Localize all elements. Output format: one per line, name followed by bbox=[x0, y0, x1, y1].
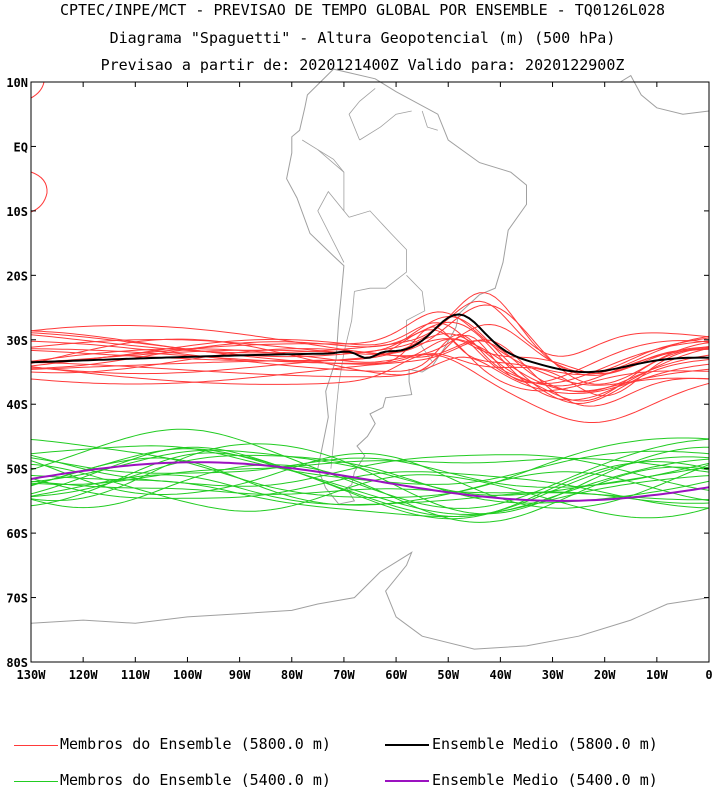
legend-label-member-5400: Membros do Ensemble (5400.0 m) bbox=[60, 771, 331, 789]
country-border bbox=[348, 88, 376, 141]
country-border bbox=[317, 190, 345, 263]
lat-tick-label: 10S bbox=[6, 205, 28, 219]
lon-tick-label: 70W bbox=[333, 668, 355, 682]
map-frame bbox=[30, 81, 710, 663]
country-border bbox=[317, 149, 345, 173]
lon-tick-label: 80W bbox=[281, 668, 303, 682]
country-border bbox=[406, 275, 426, 340]
lon-tick-label: 30W bbox=[542, 668, 564, 682]
member-5400-contour bbox=[30, 471, 710, 509]
member-5400-contour bbox=[30, 452, 710, 520]
mean-5400-contour bbox=[30, 461, 710, 502]
member-5400-contour bbox=[30, 453, 710, 509]
member-5400-contour bbox=[30, 457, 710, 506]
member-5400-contour bbox=[30, 457, 710, 486]
member-5400-contour bbox=[30, 474, 710, 518]
title-line-2: Diagrama "Spaguetti" - Altura Geopotenci… bbox=[109, 29, 616, 47]
member-5800-contour bbox=[30, 339, 710, 407]
south-america-coastline bbox=[286, 68, 527, 505]
legend-swatch-member-5400 bbox=[14, 781, 58, 782]
member-5400-contour bbox=[30, 443, 709, 515]
lon-tick-label: 110W bbox=[121, 668, 151, 682]
lat-tick-label: 20S bbox=[6, 269, 28, 283]
lat-tick-label: 80S bbox=[6, 656, 28, 670]
legend-label-mean-5800: Ensemble Medio (5800.0 m) bbox=[432, 735, 658, 753]
lat-tick-label: EQ bbox=[14, 140, 28, 154]
coastlines bbox=[30, 68, 710, 650]
africa-coastline bbox=[620, 74, 710, 115]
member-5800-contour bbox=[30, 334, 710, 384]
lon-tick-label: 90W bbox=[229, 668, 251, 682]
member-5800-contour-fragment bbox=[30, 81, 45, 99]
lon-tick-label: 10W bbox=[646, 668, 668, 682]
title-line-3: Previsao a partir de: 2020121400Z Valido… bbox=[100, 56, 625, 74]
title-line-1: CPTEC/INPE/MCT - PREVISAO DE TEMPO GLOBA… bbox=[59, 1, 666, 19]
member-5800-contour bbox=[30, 348, 710, 423]
member-5800-contour bbox=[30, 356, 710, 395]
member-5400-contour bbox=[30, 437, 710, 499]
member-5800-contour bbox=[30, 304, 710, 385]
lat-tick-label: 50S bbox=[6, 463, 28, 477]
lat-tick-label: 70S bbox=[6, 592, 28, 606]
mean-5800-contour bbox=[30, 313, 710, 374]
member-5400-contour bbox=[30, 464, 710, 523]
country-border bbox=[348, 210, 407, 292]
contour-curves bbox=[30, 81, 710, 523]
lon-tick-label: 0 bbox=[705, 668, 712, 682]
member-5800-contour bbox=[31, 321, 710, 401]
member-5800-contour bbox=[31, 338, 709, 375]
member-5800-contour-fragment bbox=[30, 171, 48, 213]
member-5800-contour bbox=[30, 329, 710, 392]
lat-tick-label: 60S bbox=[6, 527, 28, 541]
lon-tick-label: 20W bbox=[594, 668, 616, 682]
lat-tick-label: 10N bbox=[6, 76, 28, 90]
country-border bbox=[359, 110, 412, 141]
member-5400-contour bbox=[30, 428, 710, 509]
antarctica-coastline bbox=[30, 551, 710, 650]
legend-swatch-mean-5400 bbox=[385, 780, 429, 782]
lon-tick-label: 130W bbox=[17, 668, 47, 682]
lon-tick-label: 50W bbox=[437, 668, 459, 682]
legend-swatch-member-5800 bbox=[14, 745, 58, 746]
legend-label-mean-5400: Ensemble Medio (5400.0 m) bbox=[432, 771, 658, 789]
lat-tick-label: 40S bbox=[6, 398, 28, 412]
member-5800-contour bbox=[30, 315, 710, 405]
legend-swatch-mean-5800 bbox=[385, 744, 429, 746]
country-border bbox=[301, 139, 350, 218]
lon-tick-label: 60W bbox=[385, 668, 407, 682]
country-border bbox=[421, 110, 438, 131]
lon-tick-label: 120W bbox=[69, 668, 99, 682]
lon-tick-label: 40W bbox=[490, 668, 512, 682]
member-5800-contour bbox=[30, 347, 710, 397]
lon-tick-label: 100W bbox=[173, 668, 203, 682]
member-5400-contour bbox=[30, 463, 710, 519]
lat-tick-label: 30S bbox=[6, 334, 28, 348]
country-border bbox=[330, 291, 355, 469]
member-5400-contour bbox=[30, 454, 710, 491]
legend-label-member-5800: Membros do Ensemble (5800.0 m) bbox=[60, 735, 331, 753]
